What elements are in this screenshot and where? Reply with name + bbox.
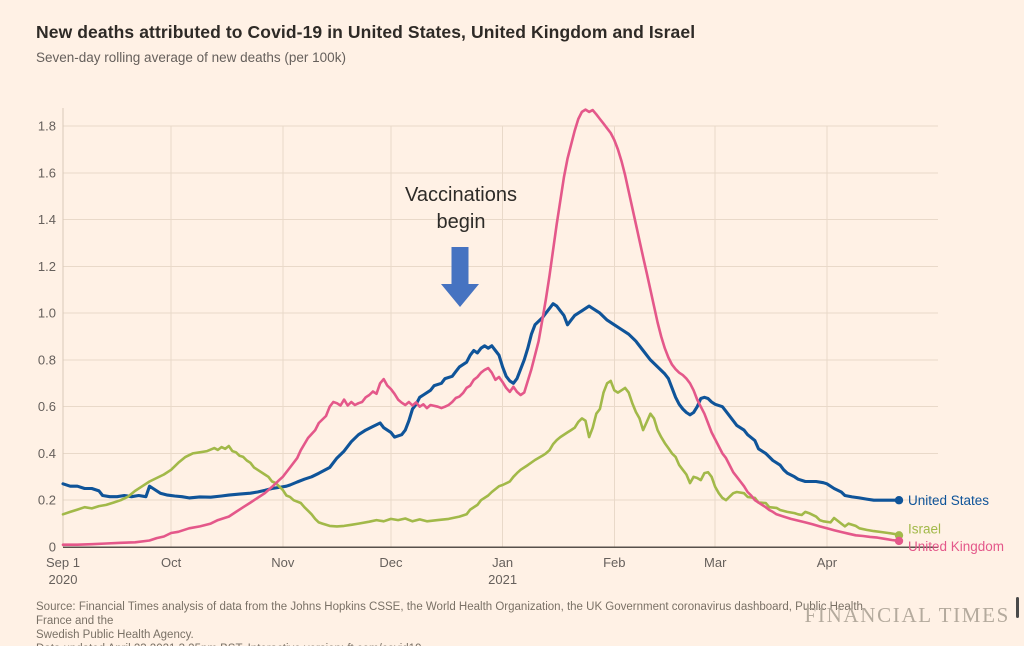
y-axis-tick-label: 1.4	[38, 212, 56, 227]
x-axis-tick-label: Feb	[603, 555, 625, 570]
data-updated-line: Data updated April 23 2021 3.25pm BST. I…	[36, 642, 876, 646]
series-label-israel: Israel	[908, 521, 941, 536]
x-axis-tick-label: Apr	[817, 555, 838, 570]
y-axis-tick-label: 1.2	[38, 259, 56, 274]
x-axis-tick-label: Mar	[704, 555, 727, 570]
x-axis-tick-label: Dec	[379, 555, 403, 570]
series-label-united-kingdom: United Kingdom	[908, 539, 1004, 554]
y-axis-tick-label: 0.4	[38, 446, 56, 461]
y-axis-tick-label: 0	[49, 540, 56, 555]
chart-subtitle: Seven-day rolling average of new deaths …	[36, 50, 346, 65]
y-axis-tick-label: 0.8	[38, 352, 56, 367]
source-note: Source: Financial Times analysis of data…	[36, 600, 876, 646]
y-axis-tick-label: 1.8	[38, 118, 56, 133]
series-line-united-kingdom	[61, 108, 901, 546]
x-axis-tick-label: Jan	[492, 555, 513, 570]
x-axis-tick-label: Oct	[161, 555, 182, 570]
y-axis-tick-label: 0.2	[38, 493, 56, 508]
page-title: New deaths attributed to Covid-19 in Uni…	[36, 22, 696, 42]
y-axis-tick-label: 1.6	[38, 165, 56, 180]
series-line-united-states	[61, 302, 901, 502]
x-axis-tick-sublabel: 2020	[49, 572, 78, 587]
down-arrow-icon	[441, 247, 479, 307]
x-axis-tick-label: Sep 1	[46, 555, 80, 570]
ft-logo: FINANCIAL TIMES	[804, 603, 1010, 627]
x-axis-tick-label: Nov	[271, 555, 295, 570]
series-label-united-states: United States	[908, 493, 989, 508]
y-axis-tick-label: 0.6	[38, 399, 56, 414]
annotation-vaccinations: Vaccinations begin	[341, 182, 581, 236]
series-dot-united-kingdom	[894, 536, 904, 546]
source-line-2: Swedish Public Health Agency.	[36, 629, 194, 641]
y-axis-tick-label: 1.0	[38, 306, 56, 321]
source-line-1: Source: Financial Times analysis of data…	[36, 601, 863, 627]
x-axis-tick-sublabel: 2021	[488, 572, 517, 587]
series-dot-united-states	[894, 496, 904, 505]
series-line-israel	[61, 379, 901, 537]
scrollbar-thumb[interactable]	[1016, 597, 1019, 618]
annotation-line-1: Vaccinations	[405, 184, 517, 206]
annotation-line-2: begin	[436, 211, 486, 233]
